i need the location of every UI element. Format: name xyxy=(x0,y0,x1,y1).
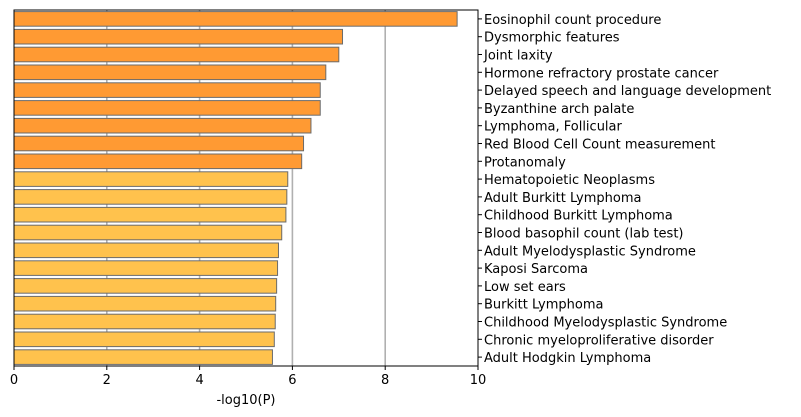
category-label: Childhood Myelodysplastic Syndrome xyxy=(484,316,727,331)
category-label: Lymphoma, Follicular xyxy=(484,120,623,135)
x-axis-ticks: 0 2 4 6 8 10 xyxy=(10,366,486,388)
grid-lines xyxy=(106,10,387,366)
category-label: Chronic myeloproliferative disorder xyxy=(484,333,714,348)
category-label: Adult Myelodysplastic Syndrome xyxy=(484,244,696,259)
x-tick-label: 10 xyxy=(470,373,487,388)
bar xyxy=(13,100,321,116)
category-label: Adult Burkitt Lymphoma xyxy=(484,191,641,206)
category-label: Childhood Burkitt Lymphoma xyxy=(484,209,673,224)
plot-frame xyxy=(13,9,479,367)
category-label: Eosinophil count procedure xyxy=(484,13,661,28)
bar xyxy=(13,171,289,187)
bar xyxy=(13,189,288,205)
bar xyxy=(13,331,275,348)
bar xyxy=(13,224,283,241)
bar xyxy=(13,313,276,330)
category-label: Protanomaly xyxy=(484,155,566,170)
bar xyxy=(13,117,312,134)
category-label: Blood basophil count (lab test) xyxy=(484,227,684,242)
bar xyxy=(13,242,279,259)
category-label: Adult Hodgkin Lymphoma xyxy=(484,351,651,366)
category-labels: Eosinophil count procedure Dysmorphic fea… xyxy=(478,13,771,366)
category-label: Red Blood Cell Count measurement xyxy=(484,138,716,153)
category-label: Low set ears xyxy=(484,280,566,295)
category-label: Hormone refractory prostate cancer xyxy=(484,66,719,81)
x-tick-label: 6 xyxy=(288,373,296,388)
bar xyxy=(13,28,344,45)
bar xyxy=(13,349,273,365)
x-tick-label: 8 xyxy=(381,373,389,388)
x-tick-label: 0 xyxy=(10,373,18,388)
bar xyxy=(13,64,327,81)
category-label: Byzanthine arch palate xyxy=(484,102,634,117)
x-tick-label: 4 xyxy=(195,373,203,388)
bar xyxy=(13,278,278,294)
bar xyxy=(13,295,277,312)
category-label: Kaposi Sarcoma xyxy=(484,262,588,277)
category-label: Burkitt Lymphoma xyxy=(484,298,603,313)
bars xyxy=(13,11,458,365)
bar xyxy=(13,153,303,170)
bar xyxy=(13,46,340,63)
category-label: Hematopoietic Neoplasms xyxy=(484,173,655,188)
bar xyxy=(13,260,279,276)
category-label: Joint laxity xyxy=(483,49,553,64)
category-label: Delayed speech and language development xyxy=(484,84,771,99)
bar xyxy=(13,206,287,223)
bar xyxy=(13,11,458,27)
x-axis-label: -log10(P) xyxy=(216,393,275,408)
x-tick-label: 2 xyxy=(103,373,111,388)
category-label: Dysmorphic features xyxy=(484,31,620,46)
bar xyxy=(13,82,321,98)
bar xyxy=(13,135,305,152)
